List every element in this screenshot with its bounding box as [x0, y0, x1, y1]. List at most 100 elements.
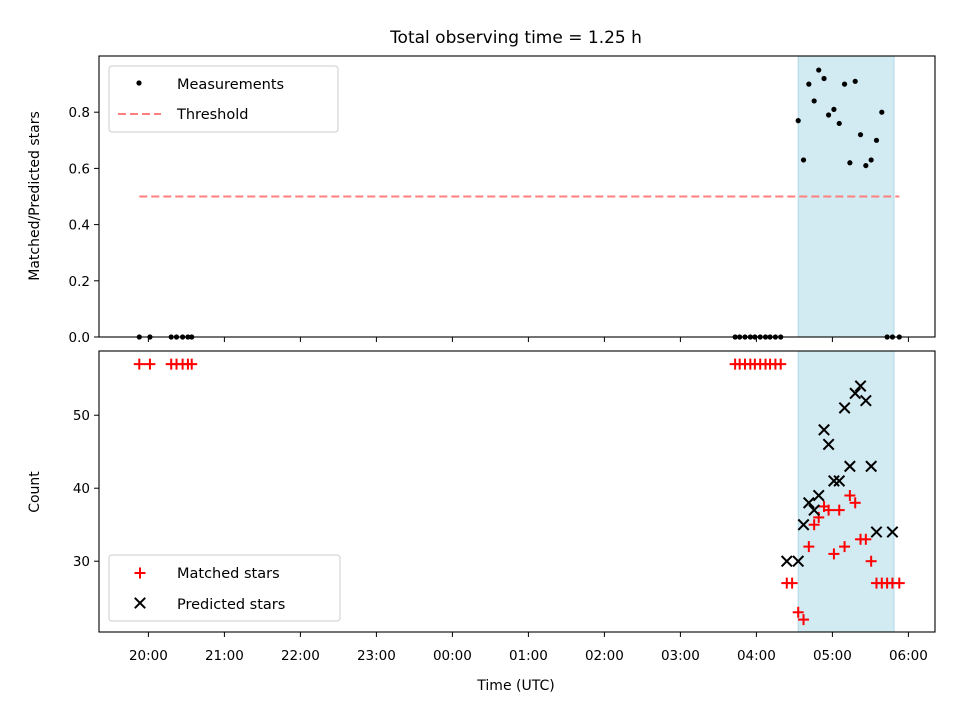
x-stroke-2 — [818, 423, 830, 436]
legend-measurements: Measurements — [177, 77, 284, 93]
x-stroke-2 — [792, 555, 805, 568]
x-tick-label: 05:00 — [813, 648, 852, 664]
dot-point — [868, 157, 874, 163]
x-point — [802, 496, 815, 509]
plus-point — [833, 504, 845, 516]
x-point — [780, 555, 793, 568]
dot-point — [841, 81, 848, 87]
y-tick-label: 40 — [73, 481, 90, 497]
dot-point — [863, 162, 869, 169]
dot-point — [831, 106, 837, 112]
x-point — [812, 489, 825, 502]
series-predicted-stars — [780, 380, 899, 568]
x-tick-label: 01:00 — [509, 648, 548, 664]
x-stroke-2 — [822, 438, 835, 451]
x-tick-label: 22:00 — [281, 648, 320, 664]
x-stroke-2 — [838, 402, 851, 414]
y-tick-label: 0.6 — [69, 161, 90, 177]
dot-point — [800, 157, 807, 163]
plus-point — [865, 555, 877, 567]
plus-point — [803, 541, 815, 553]
y-tick-label: 30 — [73, 554, 90, 570]
legend-box — [108, 65, 339, 133]
x-axis-label: Time (UTC) — [476, 678, 554, 694]
legend-matched: Matched stars — [177, 566, 280, 582]
x-point — [854, 380, 867, 392]
x-point — [822, 438, 835, 451]
x-stroke-2 — [870, 526, 883, 538]
x-stroke-2 — [843, 460, 856, 473]
x-tick-label: 06:00 — [889, 648, 928, 664]
y-tick-label: 0.0 — [69, 330, 90, 346]
x-point — [792, 555, 805, 568]
dot-point — [821, 75, 827, 82]
legend-x-marker — [134, 597, 146, 609]
legend: Matched stars Predicted stars — [108, 554, 341, 622]
dot-point — [836, 120, 842, 127]
x-point — [808, 504, 821, 517]
dot-point — [826, 112, 832, 118]
plus-point — [844, 490, 856, 502]
dot-point — [806, 81, 812, 87]
legend-threshold: Threshold — [176, 107, 248, 123]
x-tick-label: 21:00 — [205, 648, 244, 664]
plus-point — [893, 577, 905, 589]
x-stroke-2 — [886, 526, 899, 538]
x-point — [818, 423, 830, 436]
x-point — [865, 460, 878, 473]
y-tick-label: 50 — [73, 408, 90, 424]
dot-point — [857, 132, 864, 138]
x-tick-label: 23:00 — [357, 648, 396, 664]
dot-point — [795, 118, 801, 124]
y-tick-label: 0.2 — [69, 274, 90, 290]
dot-point — [873, 137, 880, 143]
x-stroke-2 — [865, 460, 878, 473]
x-stroke-2 — [134, 597, 146, 609]
plus-point — [849, 497, 861, 509]
plus-point — [860, 533, 872, 545]
chart-title: Total observing time = 1.25 h — [389, 28, 642, 48]
bottom-panel: 30 40 50 20:00 21:00 22:00 23:00 00:00 01:00 02:0… — [73, 350, 936, 664]
y-tick-label: 0.4 — [69, 218, 90, 234]
legend-dot-marker — [136, 80, 142, 86]
dot-point — [852, 78, 858, 84]
legend: Measurements Threshold — [108, 65, 339, 133]
x-point — [859, 394, 872, 407]
x-point — [797, 518, 810, 531]
dot-point — [811, 98, 817, 104]
plus-point — [186, 358, 198, 370]
x-tick-label: 03:00 — [661, 648, 700, 664]
axes-frame — [98, 350, 936, 633]
plus-point — [823, 504, 835, 516]
dot-point — [879, 109, 885, 115]
x-stroke-2 — [833, 475, 846, 487]
plus-point — [786, 577, 798, 589]
x-point — [870, 526, 883, 538]
axes-frame — [98, 55, 936, 338]
x-stroke-2 — [802, 496, 815, 509]
plus-point — [144, 358, 156, 370]
legend-box — [108, 554, 341, 622]
x-stroke-2 — [797, 518, 810, 531]
x-stroke-2 — [859, 394, 872, 407]
bottom-y-axis-label: Count — [27, 471, 43, 513]
x-tick-label: 02:00 — [585, 648, 624, 664]
legend-predicted: Predicted stars — [177, 597, 285, 613]
x-tick-label: 04:00 — [737, 648, 776, 664]
x-stroke-2 — [849, 387, 862, 400]
y-tick-label: 0.8 — [69, 105, 90, 121]
top-panel: 0.0 0.2 0.4 0.6 0.8 Measurements Threshold — [69, 55, 936, 346]
plus-point — [798, 614, 810, 626]
x-stroke-2 — [780, 555, 793, 568]
plus-point — [839, 541, 851, 553]
top-y-axis-label: Matched/Predicted stars — [27, 111, 43, 281]
series-matched-stars — [133, 358, 905, 626]
shaded-interval — [797, 350, 895, 633]
legend-plus-marker — [134, 567, 146, 579]
x-point — [833, 475, 846, 487]
x-point — [843, 460, 856, 473]
dot-point — [816, 67, 822, 73]
plus-point — [792, 606, 804, 618]
x-stroke-2 — [828, 475, 840, 487]
